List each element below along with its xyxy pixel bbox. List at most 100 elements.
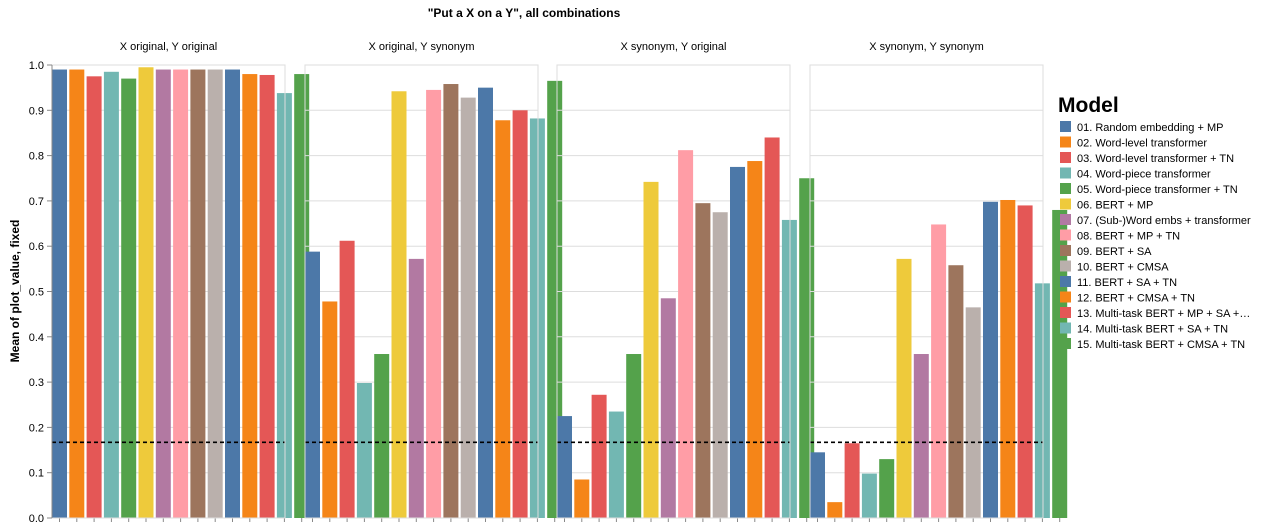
facet-panels: X original, Y original 0.0 0.1 0.2 0.3 0.4 0.5…	[29, 41, 1068, 522]
legend-swatch	[1060, 183, 1071, 194]
legend-item: 09. BERT + SA	[1060, 245, 1152, 258]
bar	[190, 69, 206, 518]
bar	[259, 74, 275, 518]
legend-item: 02. Word-level transformer	[1060, 136, 1207, 150]
legend-item: 10. BERT + CMSA	[1060, 260, 1169, 274]
legend-item: 03. Word-level transformer + TN	[1060, 152, 1234, 165]
legend-swatch	[1060, 167, 1071, 179]
legend-item: 12. BERT + CMSA + TN	[1060, 291, 1195, 305]
bar	[827, 502, 843, 518]
bar	[374, 354, 390, 518]
panel-frame	[304, 64, 539, 519]
y-tick-label: 0.9	[29, 105, 44, 117]
facet-panel: X synonym, Y original	[556, 41, 815, 522]
bar	[747, 161, 763, 518]
chart-title: "Put a X on a Y", all combinations	[428, 6, 621, 20]
legend-label: 14. Multi-task BERT + SA + TN	[1077, 324, 1228, 336]
bar	[626, 354, 642, 518]
facet-panel: X original, Y synonym	[304, 41, 563, 522]
bar	[678, 150, 694, 518]
legend: Model 01. Random embedding + MP 02. Word-…	[1058, 94, 1251, 351]
bar	[512, 110, 528, 519]
y-tick-label: 0.5	[29, 287, 44, 299]
bar	[608, 411, 624, 518]
bar	[1000, 199, 1016, 518]
bar	[810, 452, 825, 518]
bar	[913, 354, 929, 518]
bar	[242, 74, 258, 518]
y-tick-label: 0.4	[29, 332, 44, 344]
bar	[495, 120, 511, 519]
panel-frame	[809, 64, 1044, 519]
panel-frame	[556, 64, 791, 519]
legend-swatch	[1060, 291, 1071, 303]
bar	[121, 78, 137, 518]
bar	[547, 80, 563, 518]
y-axis-label: Mean of plot_value, fixed	[8, 220, 22, 363]
legend-item: 06. BERT + MP	[1060, 198, 1153, 212]
bar	[86, 76, 102, 518]
legend-swatch	[1060, 338, 1071, 349]
legend-swatch	[1060, 136, 1071, 148]
legend-swatch	[1060, 307, 1071, 318]
facet-title: X original, Y synonym	[369, 41, 475, 53]
bar	[557, 416, 572, 518]
legend-swatch	[1060, 198, 1071, 210]
bar	[861, 473, 877, 518]
bar	[591, 394, 607, 518]
bar	[660, 298, 676, 518]
legend-swatch	[1060, 245, 1071, 256]
y-tick-label: 0.3	[29, 377, 44, 389]
bar	[155, 69, 171, 518]
bar	[443, 84, 459, 518]
legend-swatch	[1060, 229, 1071, 241]
bar	[225, 69, 240, 518]
bar	[764, 137, 780, 519]
bar	[460, 97, 476, 518]
legend-label: 02. Word-level transformer	[1077, 138, 1207, 150]
bar	[730, 166, 745, 519]
y-tick-label: 0.7	[29, 196, 44, 208]
y-tick-label: 0.1	[29, 468, 44, 480]
bar	[426, 89, 442, 518]
legend-label: 11. BERT + SA + TN	[1077, 277, 1177, 289]
legend-label: 08. BERT + MP + TN	[1077, 231, 1180, 243]
legend-label: 01. Random embedding + MP	[1077, 122, 1223, 134]
bar	[478, 87, 493, 519]
y-tick-label: 0.2	[29, 422, 44, 434]
bar	[356, 383, 372, 518]
legend-label: 15. Multi-task BERT + CMSA + TN	[1077, 339, 1245, 351]
bar	[983, 201, 998, 518]
bar	[138, 67, 154, 518]
bar	[879, 459, 895, 518]
facet-title: X synonym, Y synonym	[869, 41, 984, 53]
bar	[1052, 209, 1068, 518]
bar	[52, 69, 67, 518]
legend-label: 13. Multi-task BERT + MP + SA +…	[1077, 308, 1250, 320]
facet-panel: X original, Y original 0.0 0.1 0.2 0.3 0.4 0.5…	[29, 41, 310, 522]
legend-label: 05. Word-piece transformer + TN	[1077, 184, 1238, 196]
bar	[965, 307, 981, 518]
bar	[574, 479, 590, 518]
facet-title: X original, Y original	[120, 41, 217, 53]
bar	[643, 181, 659, 518]
legend-label: 10. BERT + CMSA	[1077, 262, 1169, 274]
legend-swatch	[1060, 214, 1071, 225]
bar	[931, 224, 947, 518]
legend-item: 13. Multi-task BERT + MP + SA +…	[1060, 307, 1250, 320]
legend-item: 11. BERT + SA + TN	[1060, 276, 1177, 289]
legend-item: 01. Random embedding + MP	[1060, 121, 1223, 134]
y-tick-label: 0.8	[29, 151, 44, 163]
y-tick-label: 0.0	[29, 513, 44, 522]
bar	[207, 69, 223, 518]
bar	[948, 265, 964, 518]
bar	[781, 219, 797, 518]
legend-label: 12. BERT + CMSA + TN	[1077, 293, 1195, 305]
bar	[276, 93, 292, 518]
legend-swatch	[1060, 322, 1071, 334]
bar	[103, 71, 119, 519]
bar	[391, 91, 407, 519]
bar	[695, 203, 711, 519]
legend-swatch	[1060, 121, 1071, 132]
